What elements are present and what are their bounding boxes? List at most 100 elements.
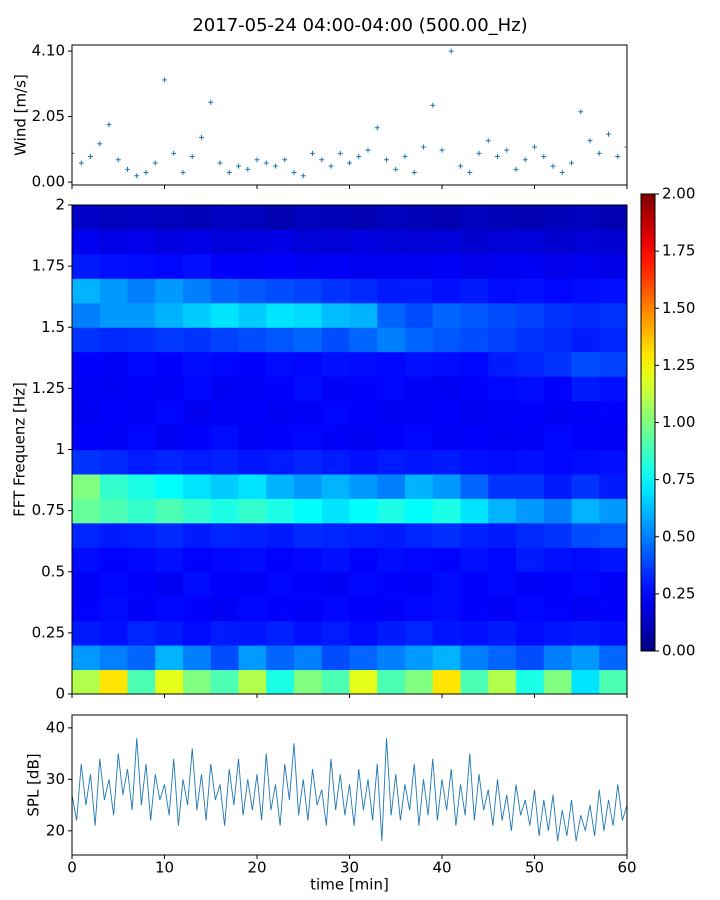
spectrogram-cell (294, 302, 323, 328)
y-tick-label: 0.25 (32, 623, 65, 641)
spectrogram-cell (488, 620, 517, 646)
spectrogram-cell (460, 351, 489, 377)
spectrogram-cell (294, 522, 323, 548)
wind-point (559, 170, 565, 176)
spectrogram-cell (210, 620, 239, 646)
spectrogram-cell (349, 400, 378, 426)
x-axis-label: time [min] (310, 876, 389, 894)
spectrogram-cell (127, 327, 156, 353)
wind-point (495, 154, 500, 160)
spectrogram-cell (488, 253, 517, 279)
spectrogram-cell (127, 302, 156, 328)
spectrogram-cell (516, 302, 545, 328)
wind-point (337, 150, 343, 156)
spectrogram-cell (155, 645, 184, 671)
spectrogram-cell (266, 376, 295, 402)
colorbar-tick-label: 1.25 (662, 356, 695, 374)
y-tick-label: 1.25 (32, 379, 65, 397)
spectrogram-cell (460, 400, 489, 426)
spectrogram-cell (266, 302, 295, 328)
spectrogram-cell (294, 278, 323, 304)
x-tick-label: 20 (247, 859, 266, 877)
spectrogram-cell (72, 522, 101, 548)
x-tick-label: 0 (67, 859, 77, 877)
spectrogram-cell (599, 620, 627, 646)
spectrogram-cell (571, 302, 600, 328)
spectrogram-cell (155, 229, 184, 255)
spectrogram-cell (460, 278, 489, 304)
spectrogram-cell (571, 522, 600, 548)
wind-point (458, 163, 463, 169)
spectrogram-cell (460, 571, 489, 597)
spectrogram-cell (516, 498, 545, 524)
spectrogram-cell (516, 327, 545, 353)
spectrogram-cell (99, 571, 128, 597)
spectrogram-cell (460, 669, 489, 694)
spectrogram-cell (349, 522, 378, 548)
spectrogram-cell (155, 376, 184, 402)
spectrogram-cell (294, 229, 323, 255)
spectrogram-cell (266, 669, 295, 694)
spectrogram-cell (599, 571, 627, 597)
wind-point (291, 170, 297, 176)
spectrogram-cell (155, 327, 184, 353)
spectrogram-cell (432, 449, 461, 475)
spectrogram-cell (377, 620, 406, 646)
colorbar-tick-label: 1.50 (662, 299, 695, 317)
spectrogram-cell (294, 376, 323, 402)
spectrogram-cell (543, 596, 572, 622)
spectrogram-cell (460, 596, 489, 622)
spectrogram-cell (238, 400, 267, 426)
spectrogram-cell (377, 302, 406, 328)
spectrogram-cell (432, 351, 461, 377)
wind-point (254, 157, 260, 163)
spectrogram-cell (183, 547, 212, 573)
spectrogram-cell (321, 473, 350, 499)
spectrogram-cell (516, 376, 545, 402)
spectrogram-cell (543, 302, 572, 328)
spectrogram-cell (377, 376, 406, 402)
spectrogram-cell (183, 327, 212, 353)
spectrogram-cell (377, 400, 406, 426)
spectrogram-cell (516, 351, 545, 377)
spectrogram-cell (432, 620, 461, 646)
spectrogram-cell (432, 327, 461, 353)
spectrogram-cell (349, 449, 378, 475)
wind-point (485, 138, 491, 144)
spectrogram-cell (488, 571, 517, 597)
spectrogram-cell (571, 351, 600, 377)
spectrogram-cell (377, 278, 406, 304)
spectrogram-cell (266, 400, 295, 426)
spectrogram-cell (238, 278, 267, 304)
spectrogram-cell (99, 498, 128, 524)
spectrogram-cell (183, 229, 212, 255)
spectrogram-cell (210, 645, 239, 671)
wind-point (300, 173, 306, 179)
spectrogram-cell (405, 645, 434, 671)
spectrogram-cell (460, 302, 489, 328)
spectrogram-cell (377, 351, 406, 377)
wind-point (541, 154, 547, 160)
spectrogram-cell (294, 205, 323, 230)
spectrogram-cell (488, 327, 517, 353)
spectrogram-cell (127, 351, 156, 377)
spectrogram-cell (599, 498, 627, 524)
spectrogram-cell (99, 302, 128, 328)
spectrogram-cell (294, 547, 323, 573)
spectrogram-cell (321, 571, 350, 597)
plot-area (72, 738, 627, 842)
spectrogram-cell (127, 571, 156, 597)
spectrogram-cell (516, 620, 545, 646)
spectrogram-cell (349, 473, 378, 499)
wind-point (467, 170, 473, 176)
spectrogram-cell (405, 278, 434, 304)
spectrogram-cell (460, 645, 489, 671)
spectrogram-cell (238, 327, 267, 353)
spectrogram-cell (183, 522, 212, 548)
spectrogram-cell (405, 547, 434, 573)
spectrogram-cell (183, 473, 212, 499)
spectrogram-cell (405, 351, 434, 377)
spectrogram-cell (377, 449, 406, 475)
y-tick-label: 40 (46, 718, 65, 736)
spectrogram-cell (321, 327, 350, 353)
